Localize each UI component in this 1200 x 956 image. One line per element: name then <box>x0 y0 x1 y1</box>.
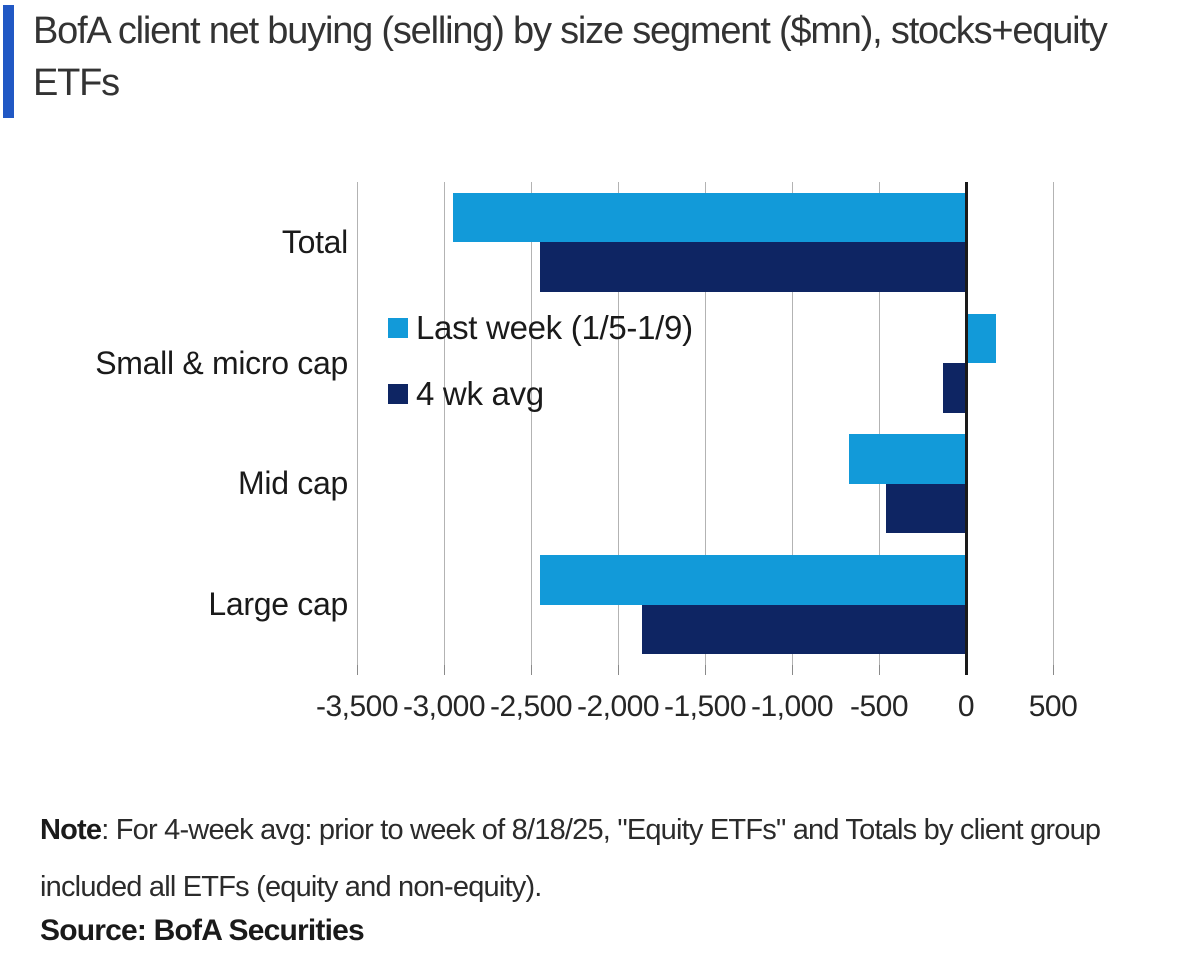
x-axis: -3,500 -3,000 -2,500 -2,000 -1,500 -1,000 -500… <box>316 690 1078 730</box>
zero-axis-line <box>964 182 968 675</box>
legend-label: 4 wk avg <box>416 375 544 412</box>
category-label-small-micro-cap: Small & micro cap <box>95 344 348 381</box>
gridline <box>878 182 880 665</box>
bar-last-week-1-5-1-9--small-micro-cap <box>966 313 997 364</box>
chart-title: BofA client net buying (selling) by size… <box>33 10 1108 104</box>
axis-tick-mark <box>530 665 532 675</box>
axis-tick-mark <box>878 665 880 675</box>
bar-last-week-1-5-1-9--mid-cap <box>848 434 966 484</box>
x-tick-label: -2,000 <box>576 690 660 723</box>
chart-header: BofA client net buying (selling) by size… <box>3 5 1173 118</box>
axis-tick-mark <box>704 665 706 675</box>
x-tick-label: -500 <box>849 690 909 723</box>
axis-tick-mark <box>791 665 793 675</box>
category-label-mid-cap: Mid cap <box>238 465 348 502</box>
gridline <box>443 182 445 665</box>
gridline <box>356 182 358 665</box>
x-tick-label: -3,500 <box>315 690 399 723</box>
legend-swatch-icon <box>388 318 408 338</box>
plot-area <box>356 182 1054 675</box>
x-tick-label: -1,500 <box>663 690 747 723</box>
accent-bar <box>3 5 14 118</box>
axis-tick-mark <box>1052 665 1054 675</box>
gridline <box>1052 182 1054 665</box>
gridline <box>704 182 706 665</box>
bar-4-wk-avg-mid-cap <box>885 483 966 534</box>
category-axis: Total Small & micro cap Mid cap Large cap <box>0 182 348 665</box>
axis-tick-mark <box>443 665 445 675</box>
x-tick-label: -2,500 <box>489 690 573 723</box>
axis-tick-mark <box>617 665 619 675</box>
bar-4-wk-avg-large-cap <box>642 604 966 655</box>
x-tick-label: 0 <box>957 690 975 723</box>
legend: Last week (1/5-1/9) 4 wk avg <box>388 309 693 442</box>
axis-tick-mark <box>356 665 358 675</box>
footnote: Note: For 4-week avg: prior to week of 8… <box>40 802 1170 916</box>
category-label-total: Total <box>281 223 348 260</box>
legend-swatch-icon <box>388 384 408 404</box>
legend-item: Last week (1/5-1/9) <box>388 309 693 346</box>
footnote-text: : For 4-week avg: prior to week of 8/18/… <box>40 814 1101 903</box>
bar-4-wk-avg-total <box>539 242 966 292</box>
bar-last-week-1-5-1-9--large-cap <box>539 555 966 605</box>
source-line: Source: BofA Securities <box>40 914 365 947</box>
x-tick-label: 500 <box>1028 690 1078 723</box>
footnote-label: Note <box>40 814 102 846</box>
legend-item: 4 wk avg <box>388 375 693 412</box>
bar-4-wk-avg-small-micro-cap <box>943 363 966 413</box>
gridline <box>791 182 793 665</box>
x-tick-label: -1,000 <box>750 690 834 723</box>
legend-label: Last week (1/5-1/9) <box>416 309 693 346</box>
x-tick-label: -3,000 <box>402 690 486 723</box>
category-label-large-cap: Large cap <box>208 586 348 623</box>
gridline <box>617 182 619 665</box>
bar-last-week-1-5-1-9--total <box>452 192 966 243</box>
gridline <box>530 182 532 665</box>
